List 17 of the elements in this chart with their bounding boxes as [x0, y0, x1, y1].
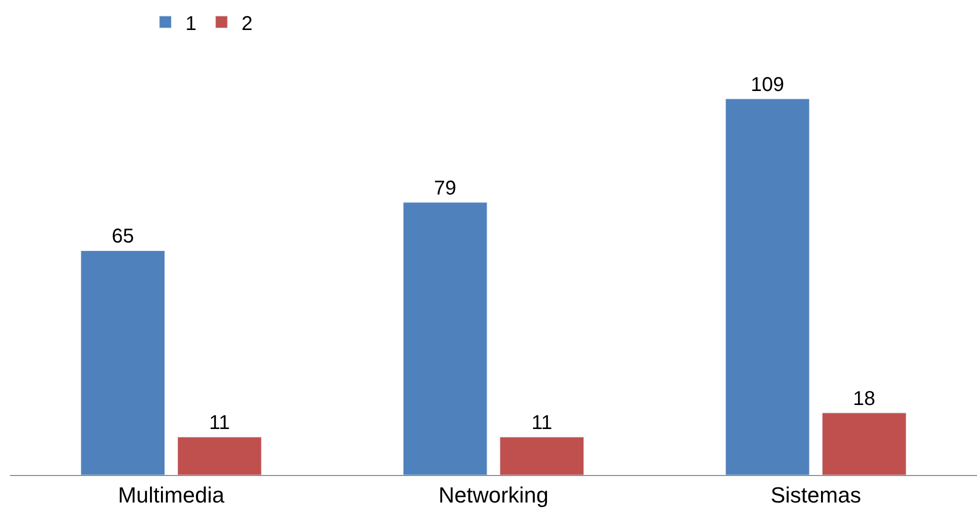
bar: [80, 250, 165, 475]
legend-label: 2: [242, 12, 253, 35]
x-tick-label: Sistemas: [770, 482, 862, 508]
data-label: 109: [750, 74, 784, 96]
data-label: 79: [434, 177, 456, 200]
bar: [822, 412, 906, 475]
x-tick-label: Networking: [438, 482, 549, 508]
bar: [725, 98, 810, 475]
bar: [500, 436, 584, 475]
data-label: 65: [112, 226, 134, 248]
bar: [177, 436, 262, 475]
bar: [403, 202, 488, 475]
x-tick-label: Multimedia: [118, 482, 226, 508]
legend-label: 1: [185, 12, 197, 35]
data-label: 18: [853, 388, 876, 410]
data-label: 11: [531, 412, 552, 434]
data-label: 11: [209, 412, 230, 434]
